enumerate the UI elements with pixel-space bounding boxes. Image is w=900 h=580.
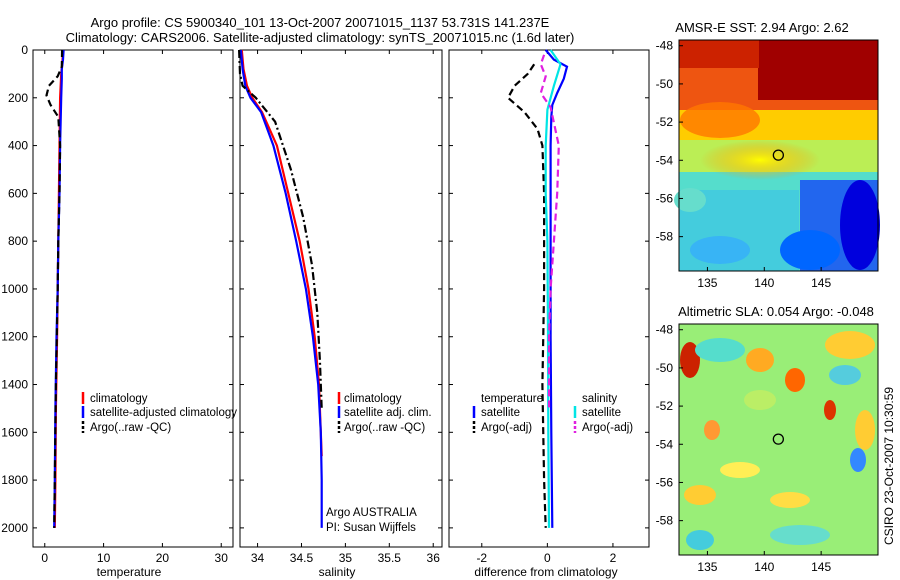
y-tick-label: 1200 — [1, 330, 28, 344]
sst-map-panel: AMSR-E SST: 2.94 Argo: 2.62 -48 -50 -52 -54… — [656, 20, 880, 290]
credit-group: Argo AUSTRALIA — [326, 507, 417, 519]
x-tick-label: 0 — [544, 551, 551, 565]
legend-heading-salinity: salinity — [582, 393, 617, 405]
y-tick-label: 1600 — [1, 425, 28, 439]
y-tick-label: -56 — [656, 191, 674, 205]
y-tick-label: 0 — [21, 43, 28, 57]
y-tick-label: -54 — [656, 437, 674, 451]
y-tick-label: -58 — [656, 230, 674, 244]
legend-label-satellite: satellite adj. clim. — [344, 407, 432, 419]
x-tick-label: 140 — [754, 560, 774, 574]
sst-map-axes-box — [678, 39, 879, 272]
series-line-argo-adj-salinity — [539, 54, 560, 409]
y-tick-label: -48 — [656, 39, 674, 53]
salinity-panel: 34 34.5 35 35.5 36 salinity climatology sate… — [238, 49, 443, 579]
sla-map-title: Altimetric SLA: 0.054 Argo: -0.048 — [678, 304, 874, 319]
credit-pi: PI: Susan Wijffels — [326, 522, 416, 534]
y-tick-label: -54 — [656, 153, 674, 167]
x-tick-label: 36 — [427, 551, 441, 565]
y-tick-label: -52 — [656, 115, 674, 129]
y-tick-label: -56 — [656, 475, 674, 489]
legend-label-temp-satellite: satellite — [481, 407, 520, 419]
legend-label-temp-argo: Argo(-adj) — [481, 422, 532, 434]
legend-label-satellite: satellite-adjusted climatology — [90, 407, 237, 419]
x-tick-label: 135 — [697, 276, 717, 290]
salinity-xlabel: salinity — [319, 565, 356, 579]
y-tick-label: 1400 — [1, 378, 28, 392]
x-tick-label: -2 — [476, 551, 487, 565]
x-tick-label: 34.5 — [290, 551, 314, 565]
legend-label-argo: Argo(..raw -QC) — [90, 422, 171, 434]
y-tick-label: 400 — [8, 139, 28, 153]
legend-label-sal-satellite: satellite — [582, 407, 621, 419]
float-location-marker — [772, 433, 785, 445]
temperature-legend: climatology satellite-adjusted climatolo… — [81, 392, 237, 434]
y-tick-label: -50 — [656, 361, 674, 375]
x-tick-label: 145 — [811, 560, 831, 574]
series-line-argo-adj-temperature — [506, 63, 547, 528]
series-line-argo-raw-qc — [45, 49, 64, 528]
y-tick-label: 600 — [8, 186, 28, 200]
y-tick-label: 1800 — [1, 473, 28, 487]
difference-legend: temperature satellite Argo(-adj) salinit… — [472, 393, 633, 434]
x-tick-label: 135 — [697, 560, 717, 574]
legend-label-sal-argo: Argo(-adj) — [582, 422, 633, 434]
header-line1: Argo profile: CS 5900340_101 13-Oct-2007… — [91, 15, 550, 30]
sla-map-axes-box — [678, 323, 879, 556]
legend-label-argo: Argo(..raw -QC) — [344, 422, 425, 434]
difference-axes-box — [448, 49, 650, 548]
y-tick-label: -52 — [656, 399, 674, 413]
legend-heading-temperature: temperature — [481, 393, 543, 405]
x-tick-label: 2 — [610, 551, 617, 565]
y-tick-label: 2000 — [1, 521, 28, 535]
float-location-marker — [772, 149, 785, 161]
difference-xlabel: difference from climatology — [474, 565, 617, 579]
sst-heatmap-field — [674, 40, 880, 271]
sla-heatmap-field — [679, 324, 878, 555]
temperature-panel: 0 200 400 600 800 1000 1200 1400 1600 1800 2000 0 10… — [1, 43, 237, 579]
x-tick-label: 0 — [41, 551, 48, 565]
x-tick-label: 140 — [754, 276, 774, 290]
x-tick-label: 35.5 — [378, 551, 402, 565]
x-tick-label: 10 — [97, 551, 111, 565]
x-tick-label: 20 — [156, 551, 170, 565]
x-tick-label: 145 — [811, 276, 831, 290]
y-tick-label: -48 — [656, 323, 674, 337]
legend-label-climatology: climatology — [344, 393, 402, 405]
y-tick-label: 1000 — [1, 282, 28, 296]
x-tick-label: 30 — [215, 551, 229, 565]
credit-vertical: CSIRO 23-Oct-2007 10:30:59 — [882, 387, 896, 545]
y-tick-label: -50 — [656, 77, 674, 91]
difference-panel: -2 0 2 difference from climatology tempera… — [448, 49, 650, 579]
sst-map-title: AMSR-E SST: 2.94 Argo: 2.62 — [675, 20, 848, 35]
salinity-legend: climatology satellite adj. clim. Argo(..… — [337, 392, 432, 434]
y-tick-label: 200 — [8, 91, 28, 105]
y-tick-label: 800 — [8, 234, 28, 248]
temperature-axes-box — [32, 49, 234, 548]
series-line-argo-raw-qc — [238, 49, 323, 409]
legend-label-climatology: climatology — [90, 393, 148, 405]
y-tick-label: -58 — [656, 514, 674, 528]
x-tick-label: 34 — [251, 551, 265, 565]
series-line-satellite-adj-clim — [239, 49, 323, 528]
x-tick-label: 35 — [339, 551, 353, 565]
sla-map-panel: Altimetric SLA: 0.054 Argo: -0.048 -48 -5… — [656, 304, 879, 574]
temperature-xlabel: temperature — [97, 565, 162, 579]
salinity-axes-box — [239, 49, 443, 548]
header-line2: Climatology: CARS2006. Satellite-adjuste… — [66, 30, 575, 45]
